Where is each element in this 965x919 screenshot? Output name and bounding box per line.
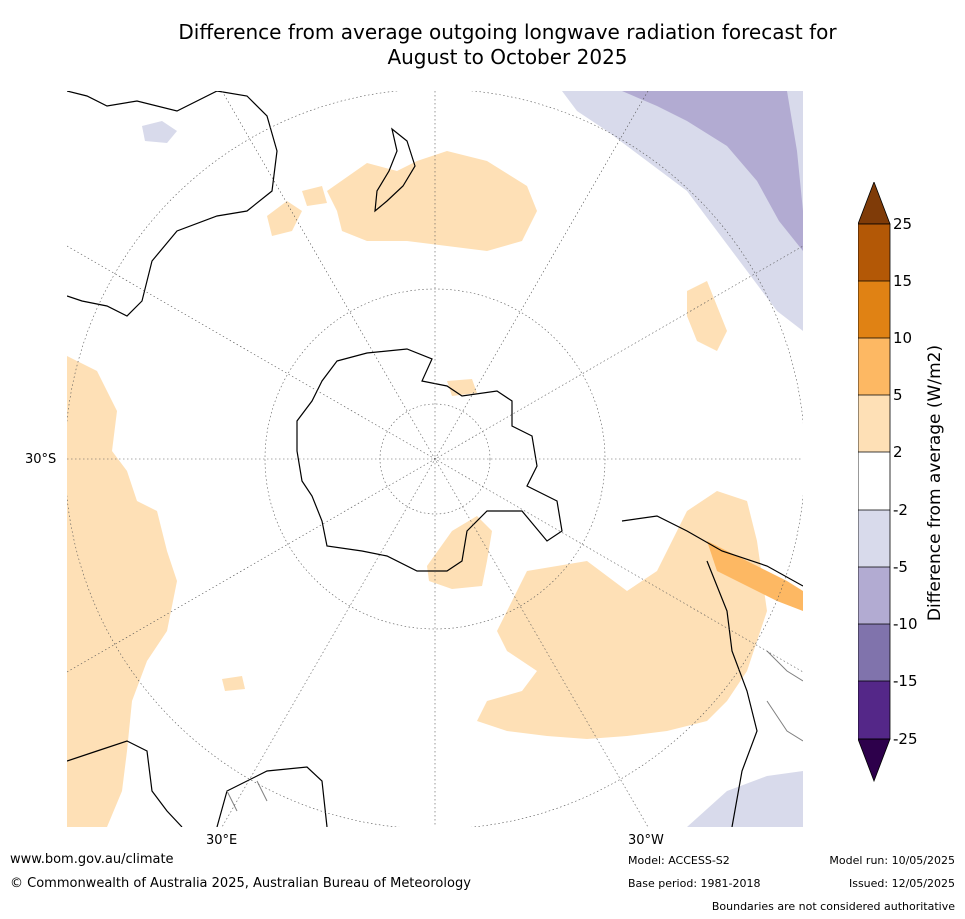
australia-coast-outline — [67, 91, 278, 317]
base-period: Base period: 1981-2018 — [628, 877, 761, 890]
model-name: Model: ACCESS-S2 — [628, 854, 730, 867]
colorbar-tick-m2: -2 — [893, 501, 908, 519]
colorbar-tick-2: 2 — [893, 443, 903, 461]
positive-anomaly-small-tasman — [267, 201, 302, 236]
antarctica-outline — [296, 348, 563, 572]
polar-map — [67, 91, 803, 827]
new-zealand-outline — [374, 127, 416, 213]
colorbar-band-m15-m10 — [858, 624, 890, 681]
positive-anomaly-andes-strip — [707, 541, 803, 611]
colorbar-tick-m15: -15 — [893, 672, 918, 690]
colorbar-title-text: Difference from average (W/m2) — [925, 344, 945, 622]
colorbar-tick-5: 5 — [893, 386, 903, 404]
colorbar-band-5-10 — [858, 338, 890, 395]
latitude-label-30s: 30°S — [25, 452, 57, 467]
colorbar-dividers — [858, 280, 890, 682]
colorbar-band-m5-m2 — [858, 510, 890, 567]
colorbar-tick-m10: -10 — [893, 615, 918, 633]
title-line-1: Difference from average outgoing longwav… — [178, 20, 837, 44]
issued-date: Issued: 12/05/2025 — [848, 877, 955, 890]
colorbar-band-m25-m15 — [858, 681, 890, 739]
negative-anomaly-small-top-left — [142, 121, 177, 143]
colorbar-frame — [857, 223, 891, 740]
graticule — [67, 91, 803, 827]
positive-anomaly-left-region — [67, 356, 177, 827]
africa-outline — [67, 740, 183, 827]
colorbar-svg — [857, 180, 891, 783]
title-line-2: August to October 2025 — [387, 45, 628, 69]
south-america-outline — [621, 515, 803, 827]
negative-anomaly-region-bottom-right — [687, 771, 803, 827]
colorbar-band-m10-m5 — [858, 567, 890, 624]
website-link[interactable]: www.bom.gov.au/climate — [10, 852, 174, 867]
colorbar-tick-25: 25 — [893, 215, 913, 233]
colorbar-tick-m5: -5 — [893, 558, 908, 576]
colorbar-tick-10: 10 — [893, 329, 913, 347]
negative-anomaly-core-top-right — [622, 91, 803, 251]
colorbar-extend-top — [857, 180, 891, 225]
colorbar — [857, 180, 965, 783]
disclaimer: Boundaries are not considered authoritat… — [711, 900, 955, 913]
model-run-date: Model run: 10/05/2025 — [829, 854, 955, 867]
colorbar-band-neutral — [858, 452, 890, 510]
colorbar-band-10-15 — [858, 281, 890, 338]
longitude-label-30w: 30°W — [628, 833, 664, 848]
copyright-notice: © Commonwealth of Australia 2025, Austra… — [10, 876, 471, 891]
positive-anomaly-right-small — [687, 281, 727, 351]
africa-south-outline — [216, 766, 328, 827]
positive-anomaly-weddell-small — [447, 379, 477, 396]
country-boundaries — [766, 650, 803, 742]
longitude-label-30e: 30°E — [206, 833, 238, 848]
positive-anomaly-south-america-region — [477, 491, 767, 739]
colorbar-extend-bottom — [857, 738, 891, 783]
positive-anomaly-small-bottom — [222, 676, 245, 691]
colorbar-band-15-25 — [858, 224, 890, 281]
map-title: Difference from average outgoing longwav… — [0, 20, 965, 70]
positive-anomaly-new-zealand-region — [327, 151, 537, 251]
map-svg — [67, 91, 803, 827]
colorbar-band-2-5 — [858, 395, 890, 452]
colorbar-tick-m25: -25 — [893, 730, 918, 748]
positive-anomaly-small-north — [302, 186, 327, 206]
colorbar-tick-15: 15 — [893, 272, 913, 290]
